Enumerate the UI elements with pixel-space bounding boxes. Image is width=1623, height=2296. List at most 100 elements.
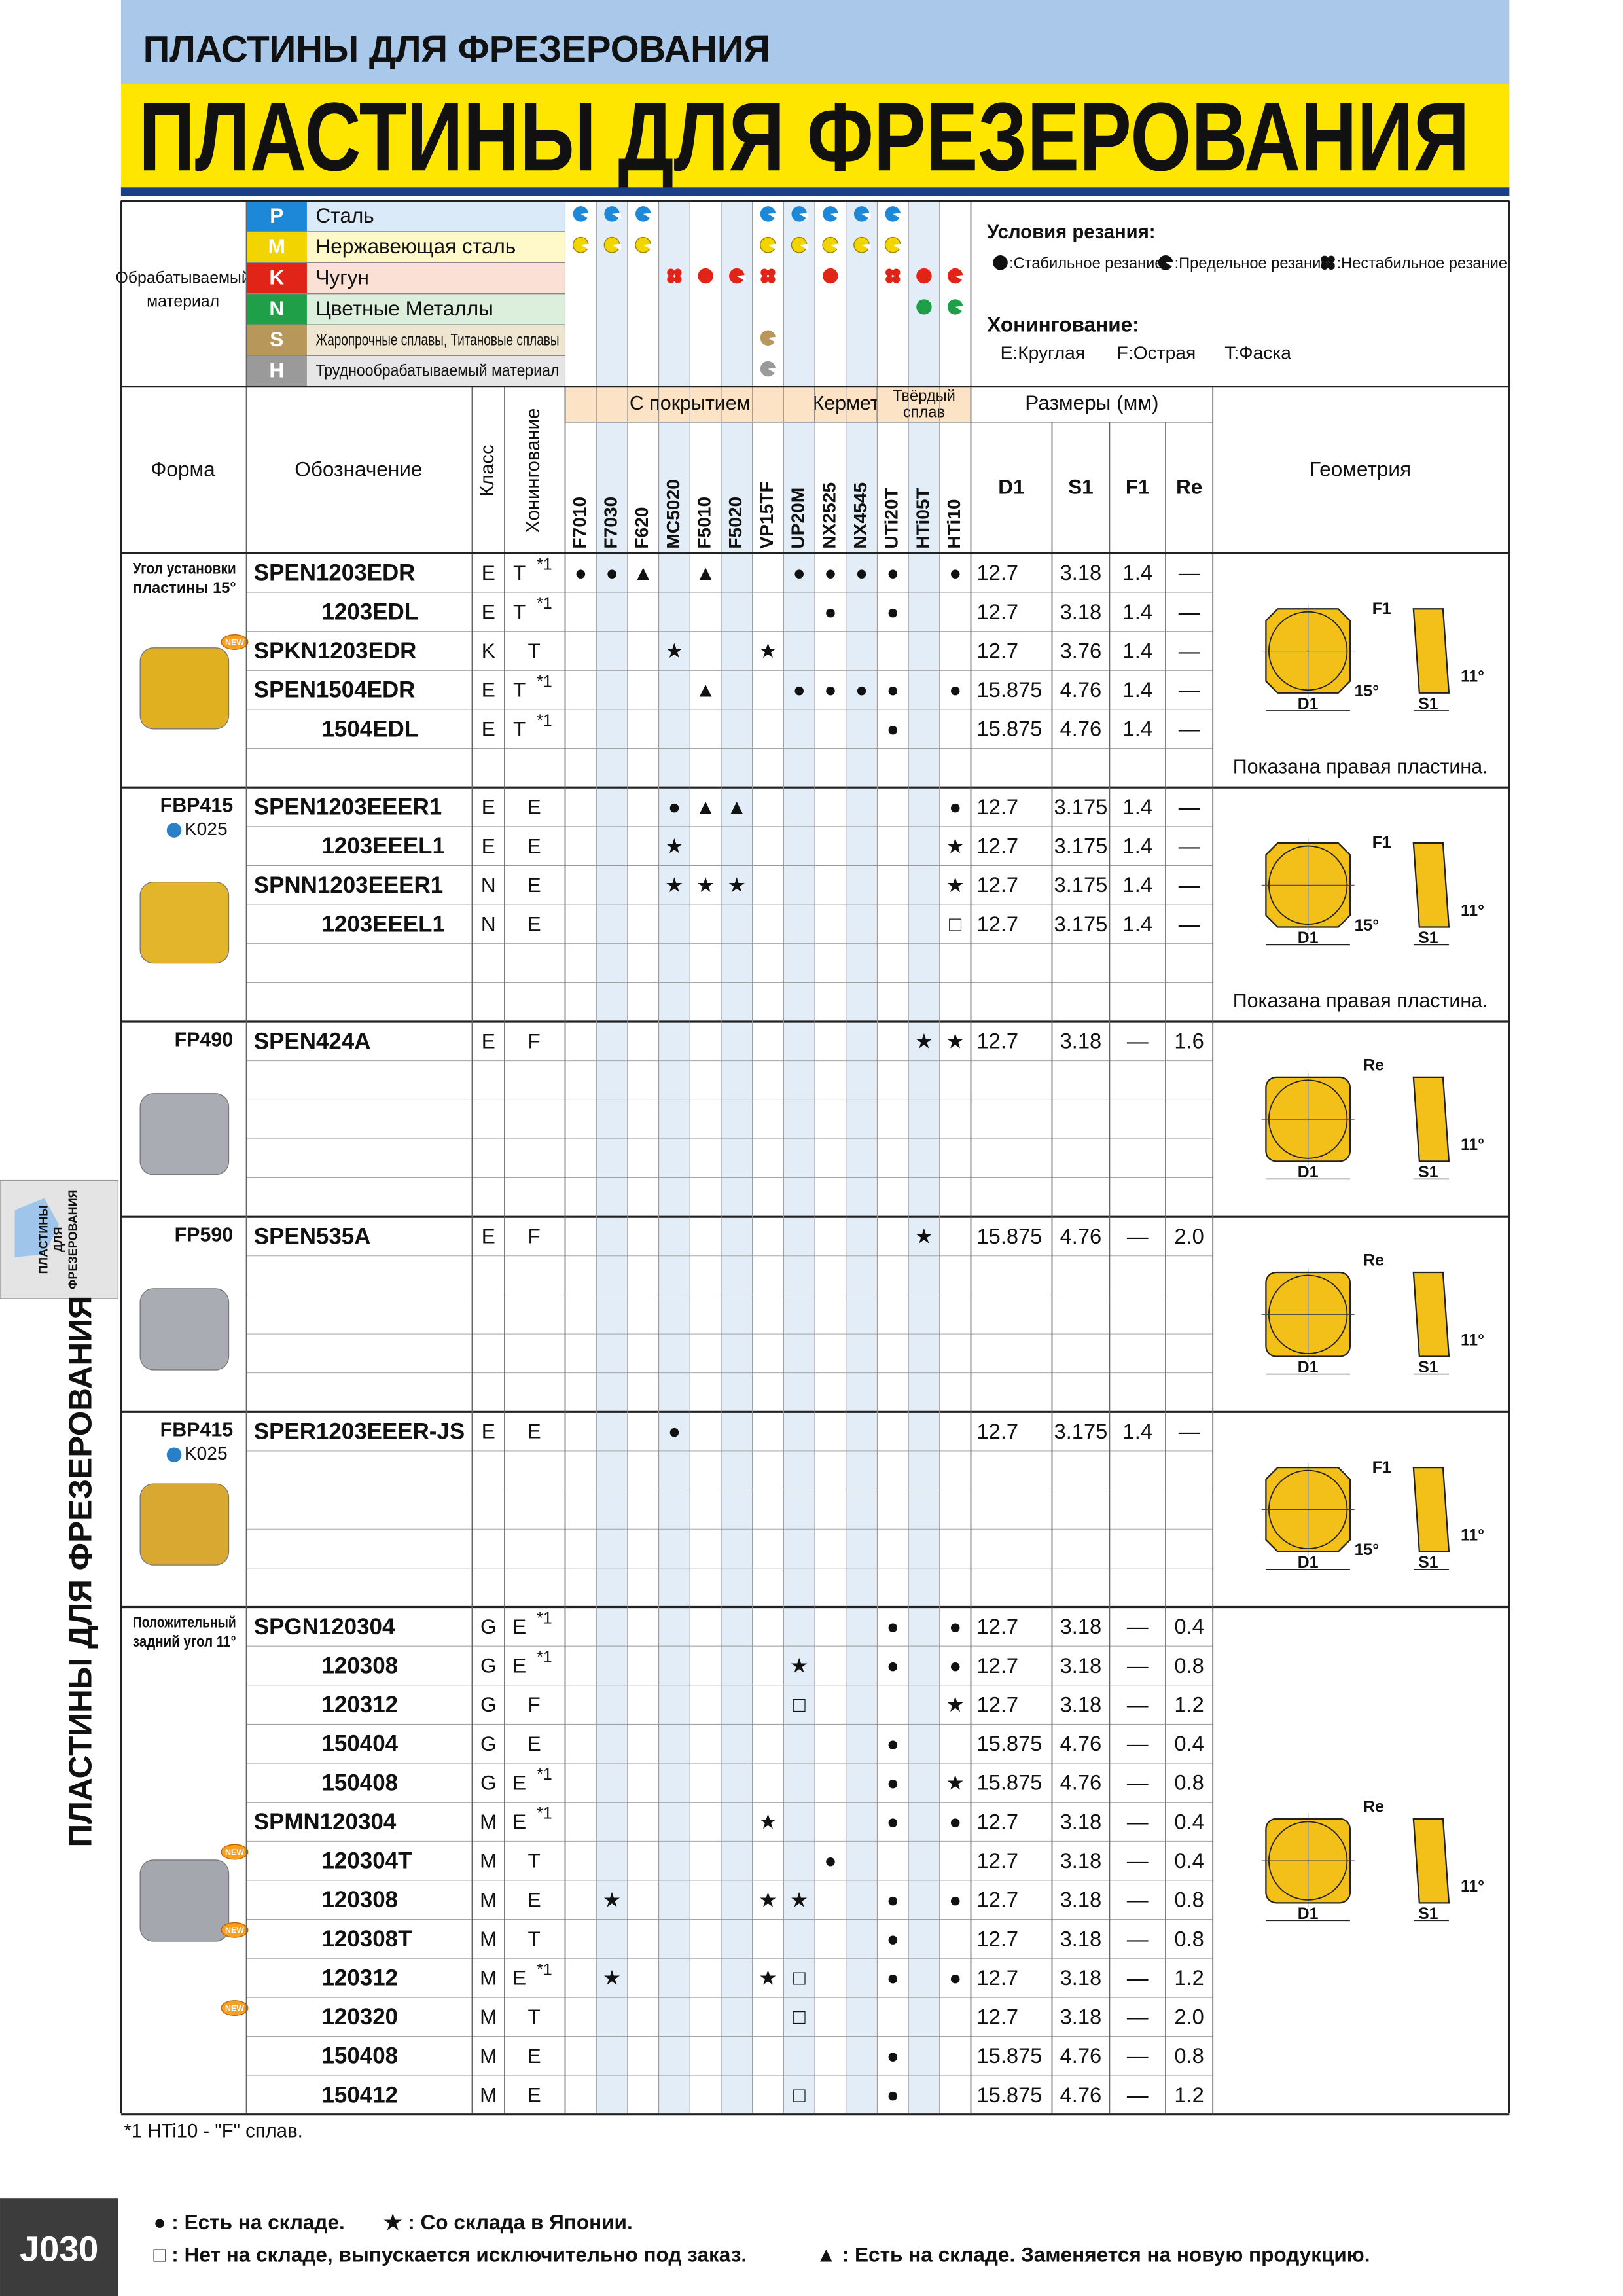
material-code-cell	[246, 355, 307, 387]
form-name: FBP415	[160, 795, 234, 817]
dim-label: Re	[1363, 1252, 1384, 1270]
dimension: 4.76	[1060, 1224, 1102, 1248]
availability-mark: ●	[887, 1654, 899, 1677]
dimension: —	[1127, 1926, 1149, 1950]
availability-mark: ★	[758, 1966, 777, 1990]
limit-notch	[580, 213, 590, 220]
unstable-icon	[885, 268, 893, 277]
designation: SPEN1203EDR	[254, 560, 416, 586]
designation: SPER1203EEER-JS	[254, 1419, 465, 1444]
unstable-icon	[673, 276, 682, 283]
dimension: —	[1179, 834, 1200, 858]
angle-label: 15°	[1355, 917, 1379, 935]
designation: 1504EDL	[322, 716, 419, 742]
dimension: 12.7	[977, 1029, 1019, 1053]
unstable-icon	[767, 276, 776, 283]
insert-photo	[139, 1859, 230, 1942]
dim-label: F1	[1372, 600, 1391, 618]
class: M	[480, 2083, 497, 2106]
dimension: 3.18	[1060, 1926, 1102, 1950]
designation: SPKN1203EDR	[254, 638, 417, 664]
availability-mark: ★	[758, 1888, 777, 1911]
dimension: 3.18	[1060, 1848, 1102, 1873]
dim-label: F1	[1372, 1459, 1391, 1477]
dimension: 3.18	[1060, 2005, 1102, 2029]
class: M	[480, 2005, 497, 2028]
limit-notch	[580, 243, 590, 251]
new-badge-text: NEW	[225, 1848, 244, 1857]
honing: E	[512, 1770, 526, 1794]
dimension: —	[1179, 600, 1200, 624]
header-dims: Размеры (мм)	[1025, 391, 1158, 414]
header-designation: Обозначение	[294, 457, 422, 481]
dimension: 0.8	[1174, 1888, 1204, 1912]
honing: E	[527, 1888, 541, 1911]
class: G	[480, 1615, 497, 1638]
unstable-icon	[1321, 262, 1329, 270]
honing: F	[528, 1693, 541, 1716]
dimension: 1.2	[1174, 1692, 1204, 1716]
availability-mark: ●	[855, 561, 868, 584]
grade-name: F7030	[599, 497, 620, 549]
material-name: Нержавеющая сталь	[315, 234, 516, 258]
dimension: 12.7	[977, 2005, 1019, 2029]
availability-mark: ●	[887, 1927, 899, 1950]
availability-mark: ★	[946, 1770, 964, 1794]
honing: T	[528, 2005, 541, 2028]
form-name: FP590	[175, 1224, 234, 1246]
honing: E	[527, 2083, 541, 2106]
grade-name: NX4545	[849, 482, 870, 549]
header-geometry: Геометрия	[1310, 457, 1411, 481]
availability-mark: ●	[949, 795, 961, 819]
dimension: 1.4	[1123, 600, 1152, 624]
designation: SPEN1504EDR	[254, 677, 416, 703]
honing-note: *1	[537, 556, 552, 574]
legend-item: ● : Есть на складе.	[153, 2210, 344, 2234]
limit-notch	[768, 336, 777, 344]
availability-mark: ●	[949, 1615, 961, 1638]
grade-name: HTi05T	[912, 488, 933, 548]
dimension: —	[1127, 2083, 1149, 2107]
availability-mark: ★	[758, 639, 777, 662]
column-stripe	[658, 200, 690, 2113]
dimension: 3.175	[1054, 1419, 1108, 1443]
page-title: ПЛАСТИНЫ ДЛЯ ФРЕЗЕРОВАНИЯ	[139, 82, 1470, 191]
availability-mark: ●	[855, 678, 868, 702]
availability-mark: ●	[887, 1770, 899, 1794]
angle-label: 11°	[1461, 1527, 1484, 1545]
grade-name: F620	[631, 507, 652, 548]
dimension: —	[1127, 1965, 1149, 1990]
limit-notch	[768, 243, 777, 251]
limit-icon	[604, 206, 620, 222]
dim-label: D1	[1298, 695, 1319, 713]
dimension: 1.4	[1123, 795, 1152, 819]
angle-label: 11°	[1461, 1136, 1484, 1154]
availability-mark: ●	[949, 678, 961, 702]
dimension: 1.2	[1174, 1965, 1204, 1990]
grade-name: UP20M	[787, 488, 808, 549]
material-code: P	[270, 204, 283, 227]
dimension: 0.8	[1174, 1926, 1204, 1950]
dimension: 15.875	[977, 1224, 1043, 1248]
material-code: S	[270, 327, 283, 351]
material-code-cell	[246, 262, 307, 294]
angle-label: 15°	[1355, 1541, 1379, 1559]
designation: 120308	[322, 1653, 399, 1678]
dimension: 12.7	[977, 1419, 1019, 1443]
title-rule	[120, 187, 1510, 196]
unstable-icon	[1321, 255, 1329, 263]
honing-option: E:Круглая	[1001, 342, 1085, 363]
availability-mark: ★	[665, 873, 683, 897]
dimension: 12.7	[977, 600, 1019, 624]
new-badge	[221, 1844, 249, 1860]
dimension: 12.7	[977, 1926, 1019, 1950]
form-name: FP490	[175, 1028, 234, 1050]
insert-side-view	[1412, 842, 1450, 928]
dim-label: S1	[1418, 695, 1438, 713]
column-stripe	[846, 200, 878, 2113]
dimension: 12.7	[977, 1888, 1019, 1912]
availability-mark: ●	[575, 561, 587, 584]
class: G	[480, 1770, 497, 1794]
unstable-icon	[667, 268, 675, 277]
